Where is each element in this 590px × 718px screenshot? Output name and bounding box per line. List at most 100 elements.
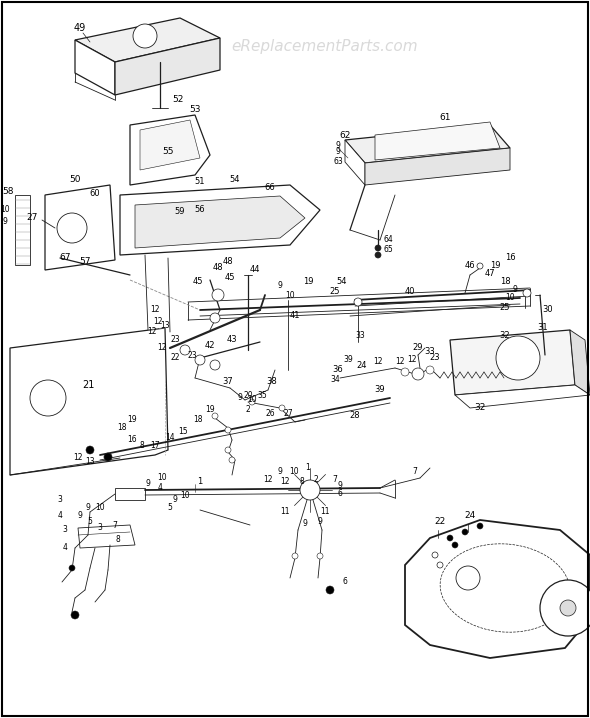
Circle shape	[57, 213, 87, 243]
Text: 16: 16	[504, 253, 515, 263]
Text: 62: 62	[339, 131, 350, 139]
Text: 53: 53	[189, 106, 201, 114]
Text: 10: 10	[180, 490, 190, 500]
Text: 59: 59	[175, 208, 185, 217]
Text: 10: 10	[289, 467, 299, 477]
Text: 10: 10	[95, 503, 105, 513]
Text: 19: 19	[303, 277, 313, 286]
Text: 47: 47	[485, 269, 496, 279]
Text: 24: 24	[357, 360, 367, 370]
Circle shape	[104, 453, 112, 461]
Circle shape	[212, 413, 218, 419]
Polygon shape	[130, 115, 210, 185]
Polygon shape	[345, 140, 365, 185]
Text: 4: 4	[158, 483, 162, 493]
Polygon shape	[140, 120, 200, 170]
Polygon shape	[120, 185, 320, 255]
Text: 31: 31	[537, 324, 548, 332]
Text: 9: 9	[86, 503, 90, 513]
Circle shape	[225, 447, 231, 453]
Text: 9: 9	[146, 480, 150, 488]
Text: 1: 1	[198, 477, 202, 487]
Text: 45: 45	[225, 274, 235, 282]
Text: 11: 11	[320, 508, 330, 516]
Circle shape	[86, 446, 94, 454]
Text: 13: 13	[160, 320, 170, 330]
Text: 42: 42	[205, 340, 215, 350]
Text: 8: 8	[116, 536, 120, 544]
Circle shape	[229, 457, 235, 463]
Text: 65: 65	[383, 246, 393, 254]
Text: 32: 32	[474, 404, 486, 413]
Circle shape	[426, 366, 434, 374]
Text: 11: 11	[280, 508, 290, 516]
Polygon shape	[78, 525, 135, 548]
Circle shape	[180, 345, 190, 355]
Circle shape	[477, 263, 483, 269]
Circle shape	[212, 289, 224, 301]
Text: 58: 58	[2, 187, 14, 197]
Circle shape	[401, 368, 409, 376]
Text: 12: 12	[263, 475, 273, 485]
Text: 5: 5	[168, 503, 172, 513]
Text: 51: 51	[195, 177, 205, 187]
Text: 9: 9	[77, 511, 83, 521]
Circle shape	[432, 552, 438, 558]
Circle shape	[456, 566, 480, 590]
Text: 40: 40	[405, 287, 415, 297]
Text: 9: 9	[513, 286, 517, 294]
Text: 9: 9	[2, 218, 8, 226]
Text: 10: 10	[157, 473, 167, 482]
Polygon shape	[10, 328, 168, 475]
Text: 12: 12	[148, 327, 157, 337]
Text: 23: 23	[187, 350, 197, 360]
Circle shape	[412, 368, 424, 380]
Text: 27: 27	[283, 409, 293, 419]
Polygon shape	[75, 40, 115, 95]
Circle shape	[249, 399, 255, 405]
Text: 29: 29	[413, 343, 423, 353]
Text: 22: 22	[171, 353, 180, 363]
Text: 67: 67	[59, 253, 71, 263]
Circle shape	[69, 565, 75, 571]
Text: 6: 6	[343, 577, 348, 587]
Text: 18: 18	[117, 424, 127, 432]
Text: 10: 10	[505, 294, 515, 302]
Text: 8: 8	[300, 477, 304, 487]
Polygon shape	[115, 488, 145, 500]
Text: 19: 19	[490, 261, 500, 269]
Ellipse shape	[440, 544, 570, 632]
Circle shape	[462, 529, 468, 535]
Circle shape	[375, 252, 381, 258]
Text: 23: 23	[170, 335, 180, 345]
Text: 12: 12	[73, 454, 83, 462]
Text: 3: 3	[58, 495, 63, 505]
Circle shape	[523, 289, 531, 297]
Text: 19: 19	[127, 416, 137, 424]
Text: 43: 43	[227, 335, 237, 345]
Polygon shape	[365, 148, 510, 185]
Circle shape	[477, 523, 483, 529]
Text: eReplacementParts.com: eReplacementParts.com	[231, 39, 418, 54]
Text: 19: 19	[205, 406, 215, 414]
Text: 9: 9	[277, 281, 283, 291]
Text: 17: 17	[150, 441, 160, 449]
Text: 21: 21	[82, 380, 94, 390]
Text: 9: 9	[317, 518, 323, 526]
Circle shape	[210, 313, 220, 323]
Circle shape	[317, 553, 323, 559]
Text: 45: 45	[193, 277, 203, 286]
Text: 52: 52	[172, 95, 183, 105]
Text: 39: 39	[343, 355, 353, 365]
Text: 12: 12	[395, 358, 405, 366]
Circle shape	[210, 360, 220, 370]
Text: 12: 12	[153, 317, 163, 327]
Text: 38: 38	[267, 378, 277, 386]
Text: 8: 8	[140, 441, 145, 449]
Text: 7: 7	[412, 467, 418, 477]
Text: 9: 9	[337, 480, 342, 490]
Text: 12: 12	[150, 305, 160, 314]
Circle shape	[300, 480, 320, 500]
Text: 4: 4	[63, 544, 67, 552]
Text: 18: 18	[500, 277, 510, 286]
